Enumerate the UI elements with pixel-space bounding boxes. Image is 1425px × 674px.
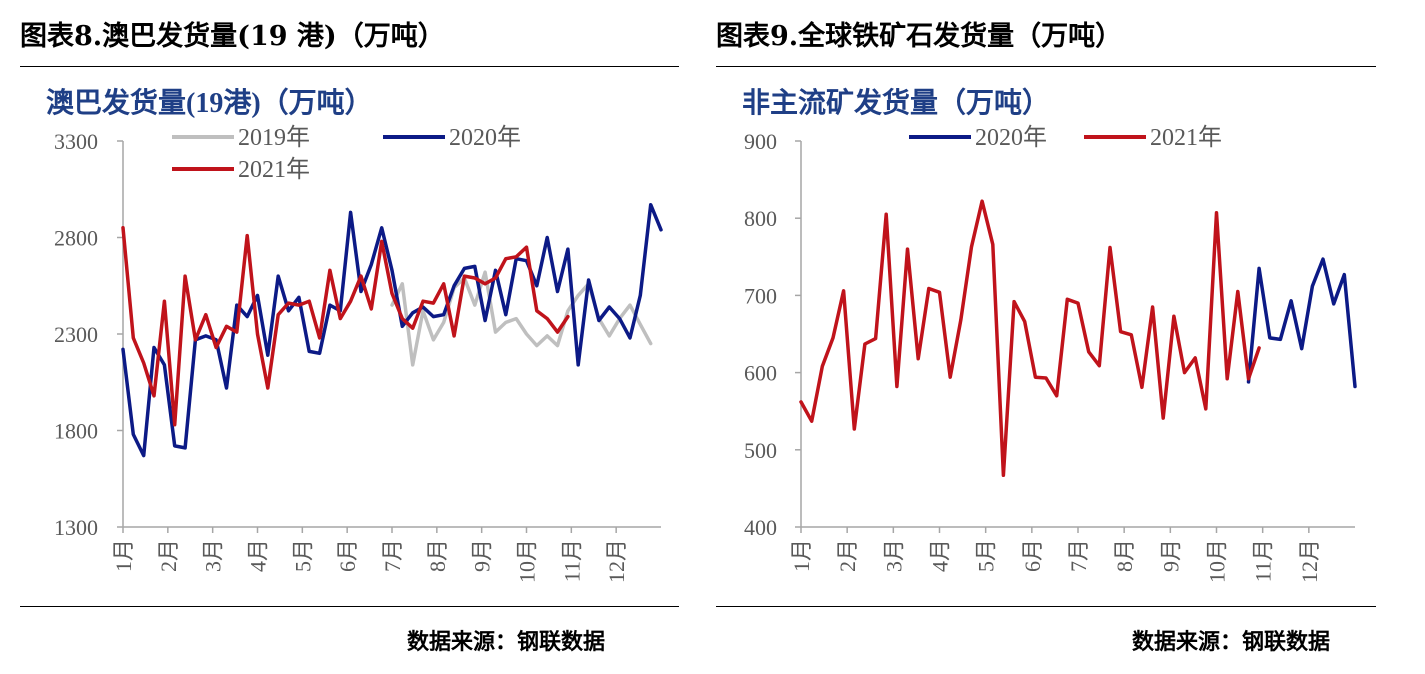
x-tick-label: 3月: [201, 539, 226, 572]
legend-label: 2020年: [975, 124, 1047, 151]
x-tick-label: 4月: [246, 539, 271, 572]
x-tick-label: 7月: [1066, 539, 1091, 572]
top-rule: [716, 66, 1376, 67]
x-tick-label: 1月: [789, 539, 814, 572]
bottom-rule: [20, 606, 679, 607]
x-tick-label: 8月: [1112, 539, 1137, 572]
x-tick-label: 9月: [1158, 539, 1183, 572]
legend-label: 2020年: [449, 124, 521, 151]
x-tick-label: 10月: [515, 539, 540, 583]
x-tick-label: 12月: [1297, 539, 1322, 583]
x-tick-label: 4月: [928, 539, 953, 572]
x-tick-label: 9月: [470, 539, 495, 572]
panel-left: 图表8.澳巴发货量(19 港)（万吨） 澳巴发货量(19港)（万吨） 1300 18…: [0, 0, 712, 674]
legend-label: 2021年: [238, 156, 310, 183]
series-line: [121, 202, 663, 458]
chart-title: 澳巴发货量(19港)（万吨）: [46, 86, 373, 119]
x-tick-label: 7月: [380, 539, 405, 572]
figure-title: 图表8.澳巴发货量(19 港)（万吨）: [20, 21, 445, 52]
x-tick-label: 12月: [604, 539, 629, 583]
source-note: 数据来源：钢联数据: [1132, 629, 1331, 655]
x-tick-label: 6月: [335, 539, 360, 572]
y-tick-label: 500: [744, 438, 777, 463]
x-tick-label: 11月: [1251, 539, 1276, 582]
x-tick-label: 11月: [559, 539, 584, 582]
y-tick-label: 400: [744, 515, 777, 540]
x-tick-label: 2月: [835, 539, 860, 572]
y-tick-label: 2300: [54, 322, 98, 347]
y-tick-label: 3300: [54, 129, 98, 154]
y-tick-label: 600: [744, 361, 777, 386]
series-line: [799, 199, 1261, 478]
bottom-rule: [716, 606, 1376, 607]
y-tick-label: 1300: [54, 515, 98, 540]
y-tick-label: 900: [744, 129, 777, 154]
x-tick-label: 10月: [1205, 539, 1230, 583]
x-tick-label: 2月: [156, 539, 181, 572]
figure-title: 图表9.全球铁矿石发货量（万吨）: [716, 21, 1123, 52]
series-line: [121, 226, 570, 427]
panel-right: 图表9.全球铁矿石发货量（万吨） 非主流矿发货量（万吨） 400 500 600 700…: [712, 0, 1425, 674]
y-tick-label: 800: [744, 206, 777, 231]
series-line: [390, 270, 653, 367]
x-tick-label: 6月: [1020, 539, 1045, 572]
chart-title: 非主流矿发货量（万吨）: [742, 86, 1050, 119]
x-tick-label: 5月: [290, 539, 315, 572]
y-tick-label: 2800: [54, 226, 98, 251]
x-tick-label: 8月: [425, 539, 450, 572]
series-line: [1246, 257, 1357, 389]
x-tick-label: 5月: [974, 539, 999, 572]
source-note: 数据来源：钢联数据: [407, 629, 606, 655]
x-tick-label: 3月: [881, 539, 906, 572]
chart-area: 非主流矿发货量（万吨） 400 500 600 700 800 900 1月 2月 3月 4月 5月 6…: [742, 86, 1357, 583]
legend-label: 2021年: [1150, 124, 1222, 151]
y-tick-label: 700: [744, 283, 777, 308]
x-tick-label: 1月: [111, 539, 136, 572]
top-rule: [20, 66, 679, 67]
chart-area: 澳巴发货量(19港)（万吨） 1300 1800 2300 2800 3300 1月 2月 3月…: [46, 86, 663, 583]
y-tick-label: 1800: [54, 419, 98, 444]
legend-label: 2019年: [238, 124, 310, 151]
